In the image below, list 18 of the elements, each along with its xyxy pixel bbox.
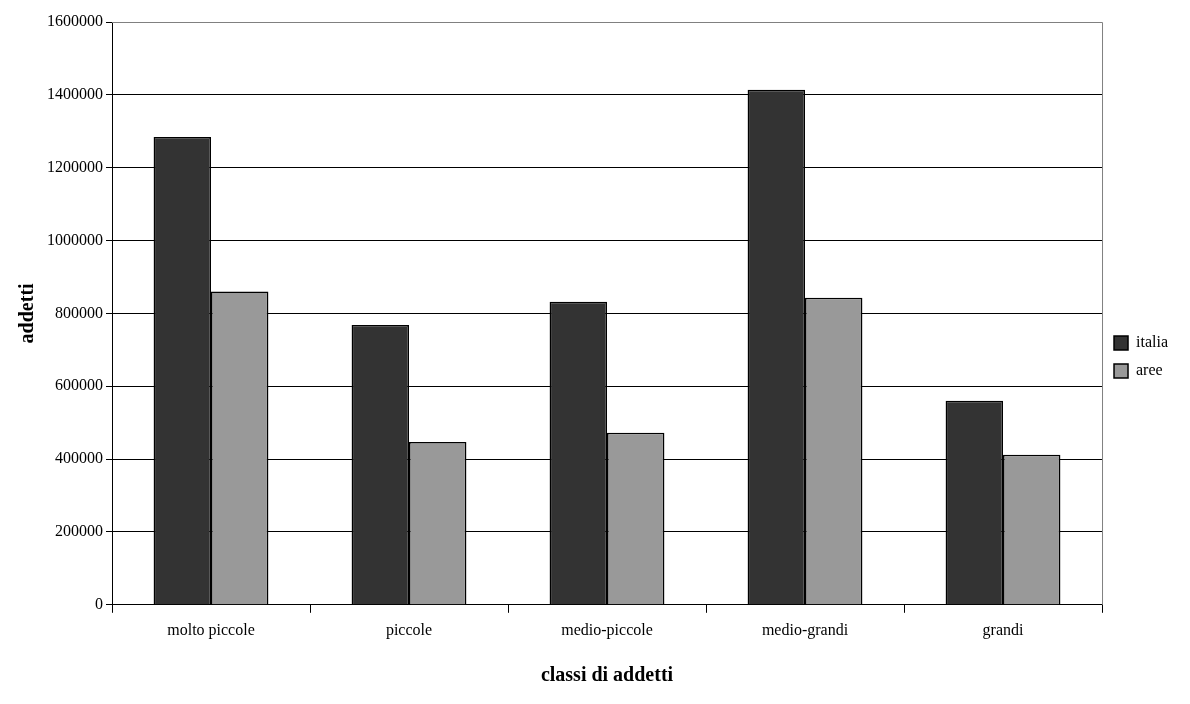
y-tick-label: 0 (95, 595, 103, 612)
x-tick-label: medio-piccole (561, 620, 653, 639)
y-tick-label: 1600000 (47, 12, 103, 30)
legend-label: italia (1136, 333, 1168, 351)
x-tick-label: piccole (385, 620, 433, 639)
y-tick-label: 400000 (55, 449, 103, 467)
x-tick-label: medio-grandi (761, 620, 849, 639)
y-axis-title: addetti (15, 282, 38, 344)
x-tick-label: grandi (982, 620, 1025, 639)
y-tick-label: 200000 (55, 522, 103, 540)
y-tick-label: 600000 (55, 376, 103, 394)
x-tick-label: molto piccole (167, 620, 255, 639)
y-tick-label: 1200000 (47, 157, 103, 175)
y-tick-label: 800000 (55, 303, 103, 321)
x-axis-title: classi di addetti (540, 663, 674, 686)
y-tick-label: 1400000 (47, 85, 103, 103)
legend-label: aree (1136, 361, 1163, 379)
y-tick-label: 1000000 (47, 230, 103, 248)
